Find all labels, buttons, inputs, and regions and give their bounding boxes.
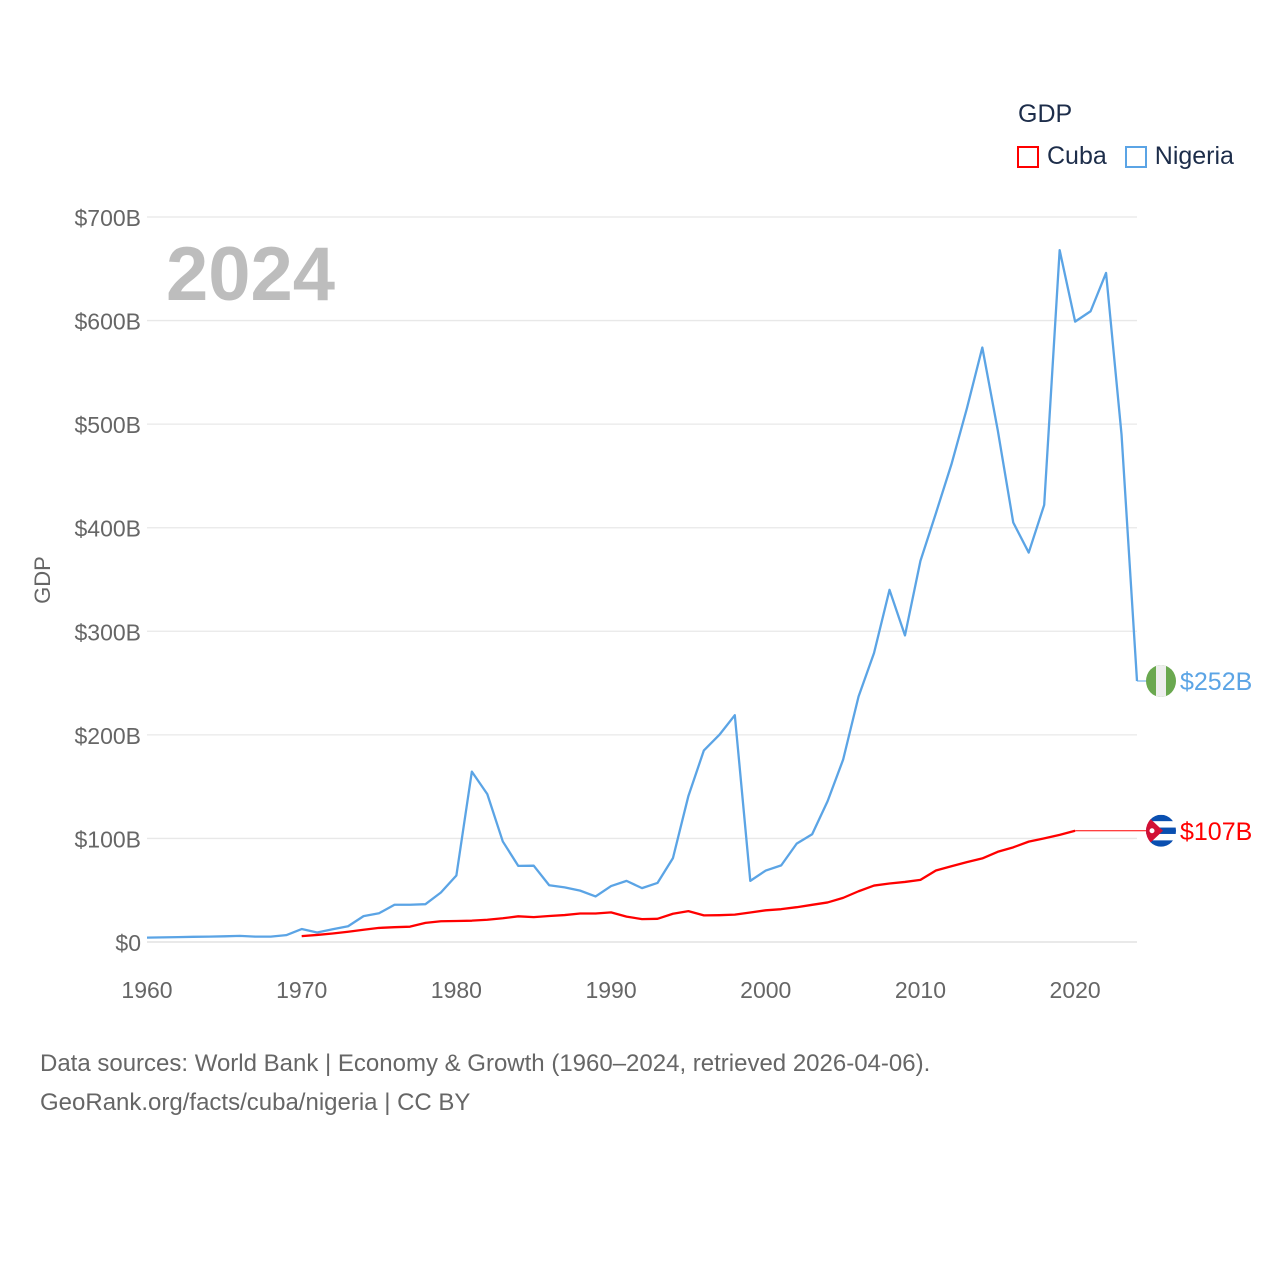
x-tick-label: 2000 bbox=[740, 977, 791, 1003]
flag-stripe bbox=[1146, 840, 1176, 847]
flag-band bbox=[1156, 665, 1166, 697]
legend-label: Nigeria bbox=[1154, 142, 1234, 170]
x-tick-label: 2010 bbox=[895, 977, 946, 1003]
y-tick-label: $300B bbox=[74, 619, 141, 645]
legend-item-nigeria[interactable]: Nigeria bbox=[1124, 142, 1234, 171]
y-tick-label: $0 bbox=[115, 930, 141, 956]
legend-item-cuba[interactable]: Cuba bbox=[1017, 142, 1107, 171]
y-tick-label: $200B bbox=[74, 723, 141, 749]
y-axis: $0 $100B $200B $300B $400B $500B $600B $700B bbox=[74, 205, 141, 956]
x-axis: 1960 1970 1980 1990 2000 2010 2020 bbox=[121, 977, 1100, 1003]
flag-star bbox=[1149, 828, 1155, 834]
y-tick-label: $400B bbox=[74, 516, 141, 542]
end-value-label: $107B bbox=[1180, 818, 1252, 846]
flag-body bbox=[1146, 814, 1176, 847]
x-tick-label: 1960 bbox=[121, 977, 172, 1003]
cuba-flag-icon bbox=[1146, 814, 1176, 847]
flag-body bbox=[1146, 665, 1176, 697]
legend-swatch-cuba bbox=[1017, 145, 1039, 168]
y-tick-label: $100B bbox=[74, 826, 141, 852]
year-watermark: 2024 bbox=[166, 232, 335, 317]
legend-swatch-nigeria bbox=[1124, 145, 1147, 168]
y-tick-label: $500B bbox=[74, 412, 141, 438]
footer: Data sources: World Bank | Economy & Gro… bbox=[40, 1044, 930, 1122]
grid-lines bbox=[147, 216, 1137, 943]
legend: Cuba Nigeria bbox=[1017, 142, 1252, 171]
attribution-link[interactable]: GeoRank.org/facts/cuba/nigeria | CC BY bbox=[40, 1089, 471, 1116]
series-line-nigeria bbox=[146, 248, 1139, 939]
series-lines bbox=[146, 248, 1147, 939]
end-labels: $107B $252B bbox=[1146, 665, 1252, 847]
flag-stripe bbox=[1146, 814, 1176, 822]
data-source-text: Data sources: World Bank | Economy & Gro… bbox=[40, 1050, 931, 1077]
nigeria-flag-icon bbox=[1146, 665, 1176, 697]
x-tick-label: 1970 bbox=[276, 977, 327, 1003]
y-tick-label: $600B bbox=[74, 309, 141, 335]
end-value-label: $252B bbox=[1180, 668, 1252, 696]
series-line-cuba bbox=[301, 829, 1076, 938]
x-tick-label: 2020 bbox=[1050, 977, 1101, 1003]
legend-label: Cuba bbox=[1047, 142, 1107, 170]
legend-title: GDP bbox=[1018, 100, 1073, 128]
x-tick-label: 1990 bbox=[585, 977, 636, 1003]
y-tick-label: $700B bbox=[74, 205, 141, 231]
x-tick-label: 1980 bbox=[431, 977, 482, 1003]
y-axis-label: GDP bbox=[30, 556, 55, 604]
